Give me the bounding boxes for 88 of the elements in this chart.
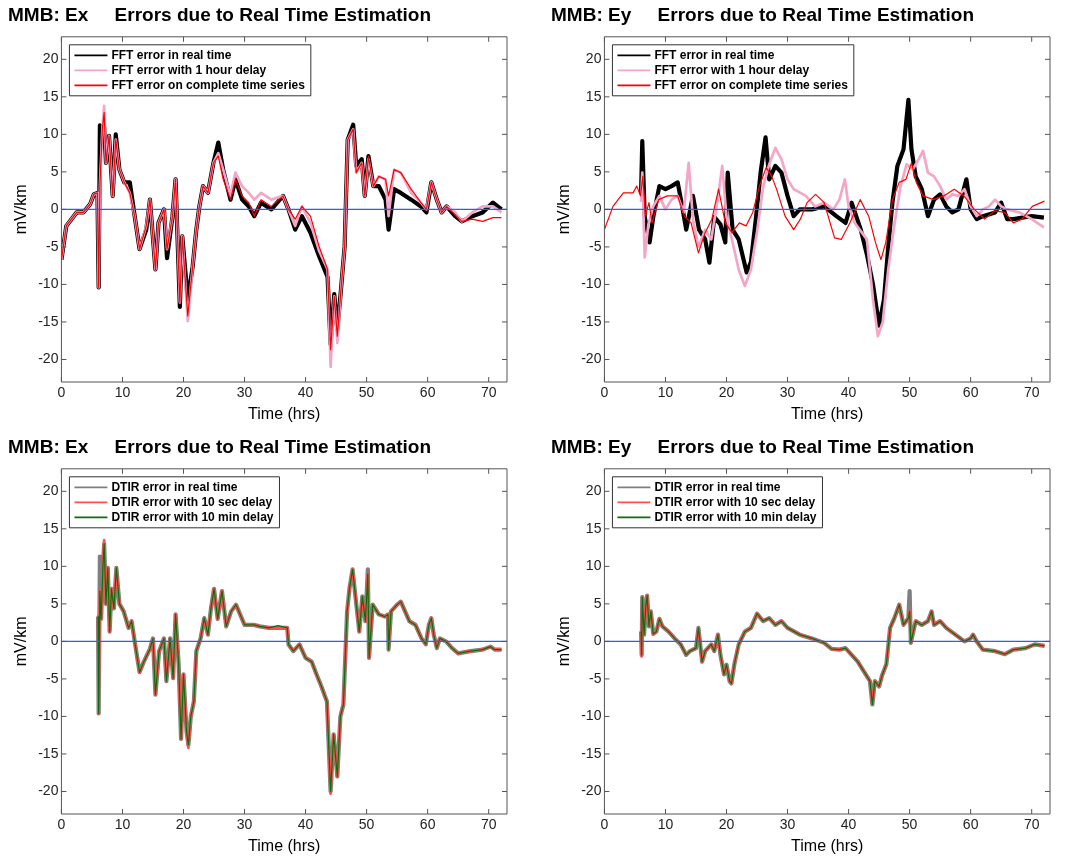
x-tick-label: 40: [840, 816, 857, 833]
y-tick-label: 5: [593, 162, 602, 179]
y-tick-label: 0: [593, 632, 602, 649]
y-tick-label: 0: [50, 632, 59, 649]
y-tick-label: 15: [585, 87, 602, 104]
x-tick-label: 10: [657, 816, 674, 833]
x-tick-label: 40: [297, 816, 314, 833]
y-tick-label: -5: [45, 669, 59, 686]
x-tick-label: 60: [962, 816, 979, 833]
y-tick-label: 15: [42, 519, 59, 536]
y-tick-label: -15: [581, 312, 602, 329]
legend-label: DTIR error with 10 min delay: [654, 509, 817, 524]
x-tick-label: 10: [114, 816, 131, 833]
y-axis-title: mV/km: [555, 184, 573, 235]
x-tick-label: 20: [175, 816, 192, 833]
y-tick-label: -5: [588, 237, 602, 254]
x-tick-label: 60: [962, 384, 979, 401]
x-tick-label: 60: [419, 384, 436, 401]
y-tick-label: -15: [38, 312, 59, 329]
x-tick-label: 20: [175, 384, 192, 401]
x-tick-label: 70: [480, 384, 497, 401]
x-axis-title: Time (hrs): [248, 404, 321, 422]
y-tick-label: 10: [42, 557, 59, 574]
y-tick-label: -5: [45, 237, 59, 254]
legend-label: FFT error with 1 hour delay: [654, 62, 810, 77]
y-tick-label: 5: [593, 594, 602, 611]
y-tick-label: -20: [38, 350, 59, 367]
x-tick-label: 50: [901, 816, 918, 833]
y-tick-label: 20: [585, 482, 602, 499]
chart-title: MMB: Ey Errors due to Real Time Estimation: [551, 435, 975, 457]
y-tick-label: 20: [585, 50, 602, 67]
y-tick-label: -10: [38, 707, 59, 724]
x-tick-label: 60: [419, 816, 436, 833]
y-tick-label: 10: [42, 125, 59, 142]
x-tick-label: 30: [236, 816, 253, 833]
y-tick-label: 0: [593, 200, 602, 217]
y-tick-label: 10: [585, 557, 602, 574]
legend-label: DTIR error in real time: [654, 479, 781, 494]
x-axis-title: Time (hrs): [248, 836, 321, 854]
x-tick-label: 20: [718, 816, 735, 833]
y-axis-title: mV/km: [12, 184, 30, 235]
x-axis-title: Time (hrs): [791, 404, 864, 422]
x-axis-title: Time (hrs): [791, 836, 864, 854]
y-tick-label: 5: [50, 162, 59, 179]
y-tick-label: -20: [581, 350, 602, 367]
x-tick-label: 50: [358, 816, 375, 833]
legend-label: FFT error with 1 hour delay: [111, 62, 267, 77]
x-tick-label: 50: [358, 384, 375, 401]
x-tick-label: 40: [840, 384, 857, 401]
x-tick-label: 30: [779, 384, 796, 401]
y-tick-label: 5: [50, 594, 59, 611]
x-tick-label: 30: [779, 816, 796, 833]
x-tick-label: 50: [901, 384, 918, 401]
y-tick-label: -20: [38, 782, 59, 799]
x-tick-label: 70: [1023, 816, 1040, 833]
x-tick-label: 30: [236, 384, 253, 401]
legend-label: FFT error in real time: [111, 47, 232, 62]
y-tick-label: -20: [581, 782, 602, 799]
y-tick-label: -10: [581, 707, 602, 724]
chart-title: MMB: Ex Errors due to Real Time Estimation: [8, 3, 432, 25]
legend-label: DTIR error with 10 sec delay: [654, 494, 816, 509]
x-tick-label: 10: [114, 384, 131, 401]
y-tick-label: 0: [50, 200, 59, 217]
y-tick-label: 20: [42, 50, 59, 67]
y-tick-label: 10: [585, 125, 602, 142]
y-tick-label: 20: [42, 482, 59, 499]
y-tick-label: -15: [38, 744, 59, 761]
y-axis-title: mV/km: [12, 616, 30, 667]
y-tick-label: -10: [581, 275, 602, 292]
legend-label: FFT error in real time: [654, 47, 775, 62]
y-tick-label: -15: [581, 744, 602, 761]
x-tick-label: 40: [297, 384, 314, 401]
chart-title: MMB: Ex Errors due to Real Time Estimation: [8, 435, 432, 457]
legend-label: DTIR error with 10 sec delay: [111, 494, 273, 509]
y-tick-label: 15: [585, 519, 602, 536]
y-tick-label: -5: [588, 669, 602, 686]
legend-label: DTIR error with 10 min delay: [111, 509, 274, 524]
x-tick-label: 70: [480, 816, 497, 833]
legend-label: FFT error on complete time series: [654, 77, 849, 92]
legend-label: FFT error on complete time series: [111, 77, 306, 92]
x-tick-label: 10: [657, 384, 674, 401]
chart-title: MMB: Ey Errors due to Real Time Estimation: [551, 3, 975, 25]
y-tick-label: 15: [42, 87, 59, 104]
x-tick-label: 20: [718, 384, 735, 401]
y-tick-label: -10: [38, 275, 59, 292]
x-tick-label: 70: [1023, 384, 1040, 401]
y-axis-title: mV/km: [555, 616, 573, 667]
legend-label: DTIR error in real time: [111, 479, 238, 494]
